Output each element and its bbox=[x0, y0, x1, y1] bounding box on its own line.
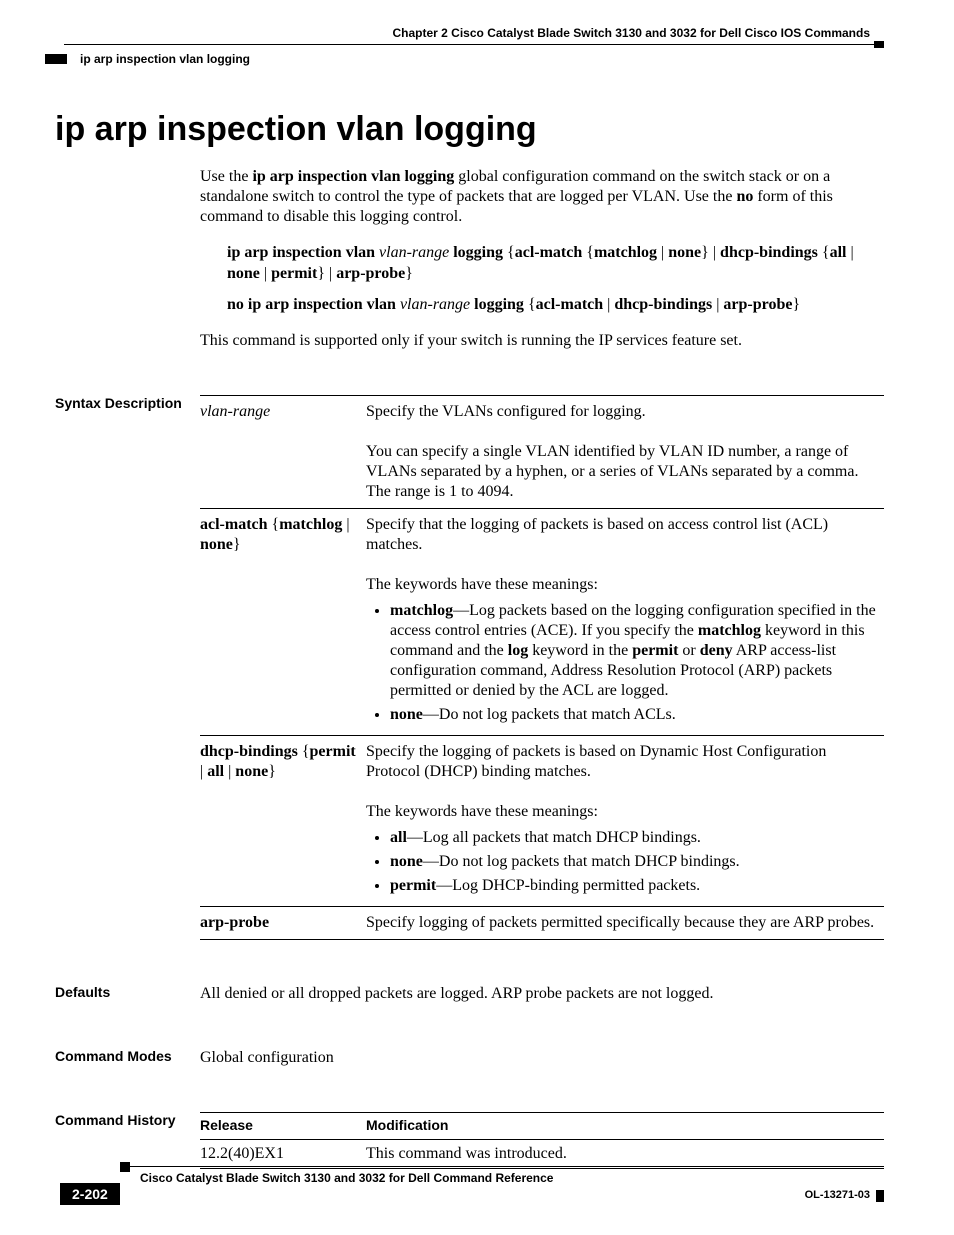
history-row: 12.2(40)EX1This command was introduced. bbox=[200, 1139, 884, 1168]
history-modification: This command was introduced. bbox=[366, 1139, 884, 1168]
history-header-modification: Modification bbox=[366, 1113, 884, 1140]
syntax-desc: Specify logging of packets permitted spe… bbox=[366, 907, 884, 940]
header-breadcrumb-box bbox=[45, 54, 67, 64]
footer-right-tick bbox=[876, 1190, 884, 1202]
syntax-description-tbody: vlan-rangeSpecify the VLANs configured f… bbox=[200, 396, 884, 940]
syntax-usage-block: ip arp inspection vlan vlan-range loggin… bbox=[227, 243, 885, 315]
syntax-line-1: ip arp inspection vlan vlan-range loggin… bbox=[227, 243, 885, 285]
command-history-table: Release Modification 12.2(40)EX1This com… bbox=[200, 1112, 884, 1169]
syntax-line-2: no ip arp inspection vlan vlan-range log… bbox=[227, 295, 885, 316]
defaults-text: All denied or all dropped packets are lo… bbox=[200, 984, 885, 1004]
section-command-modes: Command Modes Global configuration bbox=[55, 1048, 885, 1068]
section-defaults: Defaults All denied or all dropped packe… bbox=[55, 984, 885, 1004]
header-breadcrumb-text: ip arp inspection vlan logging bbox=[80, 52, 250, 66]
footer-doc-title: Cisco Catalyst Blade Switch 3130 and 303… bbox=[140, 1171, 553, 1185]
section-command-history: Command History Release Modification 12.… bbox=[55, 1112, 885, 1169]
history-header-release: Release bbox=[200, 1113, 366, 1140]
footer-page-number: 2-202 bbox=[60, 1183, 120, 1205]
syntax-param: acl-match {matchlog | none} bbox=[200, 509, 366, 736]
running-head-chapter: Chapter 2 Cisco Catalyst Blade Switch 31… bbox=[393, 26, 871, 40]
syntax-desc: Specify the VLANs configured for logging… bbox=[366, 396, 884, 509]
history-release: 12.2(40)EX1 bbox=[200, 1139, 366, 1168]
command-history-tbody: 12.2(40)EX1This command was introduced. bbox=[200, 1139, 884, 1168]
footer-rule-start-tick bbox=[120, 1162, 130, 1172]
syntax-desc: Specify that the logging of packets is b… bbox=[366, 509, 884, 736]
section-label-syntax-description: Syntax Description bbox=[55, 395, 195, 411]
main-column: ip arp inspection vlan logging Use the i… bbox=[55, 110, 885, 1169]
section-syntax-description: Syntax Description vlan-rangeSpecify the… bbox=[55, 395, 885, 940]
footer-rule bbox=[130, 1166, 884, 1167]
syntax-row: arp-probeSpecify logging of packets perm… bbox=[200, 907, 884, 940]
syntax-note: This command is supported only if your s… bbox=[200, 331, 885, 351]
syntax-row: dhcp-bindings {permit | all | none}Speci… bbox=[200, 736, 884, 907]
command-modes-text: Global configuration bbox=[200, 1048, 885, 1068]
syntax-description-table: vlan-rangeSpecify the VLANs configured f… bbox=[200, 395, 884, 940]
section-label-command-modes: Command Modes bbox=[55, 1048, 195, 1064]
syntax-desc: Specify the logging of packets is based … bbox=[366, 736, 884, 907]
syntax-row: acl-match {matchlog | none}Specify that … bbox=[200, 509, 884, 736]
syntax-param: arp-probe bbox=[200, 907, 366, 940]
syntax-param: dhcp-bindings {permit | all | none} bbox=[200, 736, 366, 907]
header-rule bbox=[64, 44, 884, 45]
intro-paragraph: Use the ip arp inspection vlan logging g… bbox=[200, 167, 885, 227]
command-title: ip arp inspection vlan logging bbox=[55, 110, 885, 149]
syntax-param: vlan-range bbox=[200, 396, 366, 509]
page: Chapter 2 Cisco Catalyst Blade Switch 31… bbox=[0, 0, 954, 1235]
footer-doc-id: OL-13271-03 bbox=[805, 1189, 870, 1201]
syntax-row: vlan-rangeSpecify the VLANs configured f… bbox=[200, 396, 884, 509]
section-label-defaults: Defaults bbox=[55, 984, 195, 1000]
section-label-command-history: Command History bbox=[55, 1112, 195, 1128]
